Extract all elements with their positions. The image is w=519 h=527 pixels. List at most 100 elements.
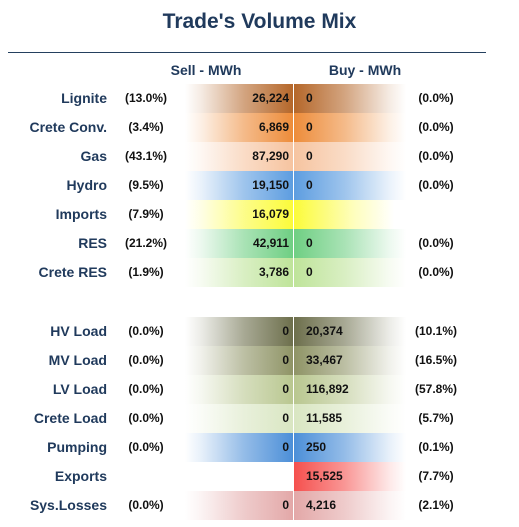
chart-title: Trade's Volume Mix (162, 10, 357, 33)
sell-value: 0 (282, 440, 289, 454)
title-divider (8, 52, 486, 53)
sell-bar: 16,079 (185, 200, 293, 229)
row-label: Exports (54, 468, 107, 484)
buy-percent: (0.1%) (418, 440, 454, 454)
column-separator (293, 317, 294, 520)
sell-value: 87,290 (252, 149, 289, 163)
buy-percent (404, 200, 468, 229)
buy-percent: (0.0%) (418, 149, 454, 163)
table-row: Sys.Losses (0.0%) 0 4,216 (2.1%) (0, 491, 519, 520)
column-separator (293, 84, 294, 287)
sell-percent: (21.2%) (124, 236, 168, 250)
buy-value: 0 (306, 91, 313, 105)
buy-bar: 250 (294, 433, 406, 462)
sell-value: 26,224 (252, 91, 289, 105)
buy-value: 250 (306, 440, 327, 454)
table-row: LV Load (0.0%) 0 116,892 (57.8%) (0, 375, 519, 404)
sell-value: 6,869 (258, 120, 289, 134)
buy-bar: 0 (294, 113, 406, 142)
row-label: Crete Conv. (29, 119, 107, 135)
sell-value: 3,786 (258, 265, 289, 279)
row-label: Hydro (66, 177, 107, 193)
row-label: Lignite (61, 90, 107, 106)
sell-value: 0 (282, 411, 289, 425)
sell-percent: (1.9%) (128, 265, 164, 279)
sell-percent: (7.9%) (128, 207, 164, 221)
sell-percent: (0.0%) (128, 411, 164, 425)
sell-value: 0 (282, 382, 289, 396)
sell-bar: 6,869 (185, 113, 293, 142)
table-row: Pumping (0.0%) 0 250 (0.1%) (0, 433, 519, 462)
table-row: Crete RES (1.9%) 3,786 0 (0.0%) (0, 258, 519, 287)
table-row: Exports 15,525 (7.7%) (0, 462, 519, 491)
table-row: Hydro (9.5%) 19,150 0 (0.0%) (0, 171, 519, 200)
row-label: Gas (80, 148, 107, 164)
buy-percent: (0.0%) (418, 120, 454, 134)
sell-bar: 0 (185, 317, 293, 346)
sell-percent: (0.0%) (128, 353, 164, 367)
buy-value: 4,216 (306, 498, 337, 512)
sell-value: 19,150 (252, 178, 289, 192)
row-label: Imports (55, 206, 107, 222)
buy-percent: (0.0%) (418, 91, 454, 105)
table-row: Lignite (13.0%) 26,224 0 (0.0%) (0, 84, 519, 113)
row-label: Crete Load (33, 410, 107, 426)
buy-bar: 0 (294, 171, 406, 200)
sell-bar: 42,911 (185, 229, 293, 258)
buy-value: 116,892 (306, 382, 349, 396)
buy-value: 20,374 (306, 324, 343, 338)
sell-bar: 0 (185, 404, 293, 433)
sell-column-header: Sell - MWh (170, 62, 242, 78)
buy-column-header: Buy - MWh (328, 62, 402, 78)
sell-value: 0 (282, 353, 289, 367)
row-label: MV Load (48, 352, 107, 368)
sell-bar: 87,290 (185, 142, 293, 171)
row-label: HV Load (50, 323, 107, 339)
sell-percent: (43.1%) (124, 149, 168, 163)
sell-percent: (0.0%) (128, 440, 164, 454)
sell-percent: (0.0%) (128, 382, 164, 396)
row-label: Pumping (47, 439, 107, 455)
buy-percent: (16.5%) (414, 353, 458, 367)
table-row: RES (21.2%) 42,911 0 (0.0%) (0, 229, 519, 258)
buy-value: 0 (306, 120, 313, 134)
table-row: Crete Load (0.0%) 0 11,585 (5.7%) (0, 404, 519, 433)
sell-bar: 26,224 (185, 84, 293, 113)
table-row: MV Load (0.0%) 0 33,467 (16.5%) (0, 346, 519, 375)
buy-percent: (57.8%) (414, 382, 458, 396)
sell-bar (185, 462, 293, 491)
sell-value: 0 (282, 498, 289, 512)
buy-bar: 0 (294, 84, 406, 113)
buy-bar: 0 (294, 142, 406, 171)
sell-bar: 0 (185, 375, 293, 404)
buy-percent: (0.0%) (418, 265, 454, 279)
buy-bar: 0 (294, 229, 406, 258)
table-row: Gas (43.1%) 87,290 0 (0.0%) (0, 142, 519, 171)
buy-bar: 4,216 (294, 491, 406, 520)
sell-bar: 0 (185, 491, 293, 520)
buy-percent: (10.1%) (414, 324, 458, 338)
buy-percent: (7.7%) (418, 469, 454, 483)
buy-percent: (0.0%) (418, 236, 454, 250)
table-row: Crete Conv. (3.4%) 6,869 0 (0.0%) (0, 113, 519, 142)
sell-percent: (9.5%) (128, 178, 164, 192)
row-label: Sys.Losses (29, 497, 107, 513)
buy-value: 0 (306, 236, 313, 250)
sell-value: 0 (282, 324, 289, 338)
sell-percent (110, 462, 182, 491)
sell-percent: (3.4%) (128, 120, 164, 134)
buy-value: 0 (306, 149, 313, 163)
table-row: Imports (7.9%) 16,079 (0, 200, 519, 229)
buy-value: 0 (306, 178, 313, 192)
buy-value: 33,467 (306, 353, 343, 367)
sell-bar: 0 (185, 433, 293, 462)
buy-bar: 20,374 (294, 317, 406, 346)
sell-value: 16,079 (252, 207, 289, 221)
buy-percent: (5.7%) (418, 411, 454, 425)
sell-percent: (13.0%) (124, 91, 168, 105)
buy-value: 0 (306, 265, 313, 279)
buy-bar: 33,467 (294, 346, 406, 375)
row-label: LV Load (52, 381, 107, 397)
sell-value: 42,911 (252, 236, 289, 250)
buy-bar: 15,525 (294, 462, 406, 491)
